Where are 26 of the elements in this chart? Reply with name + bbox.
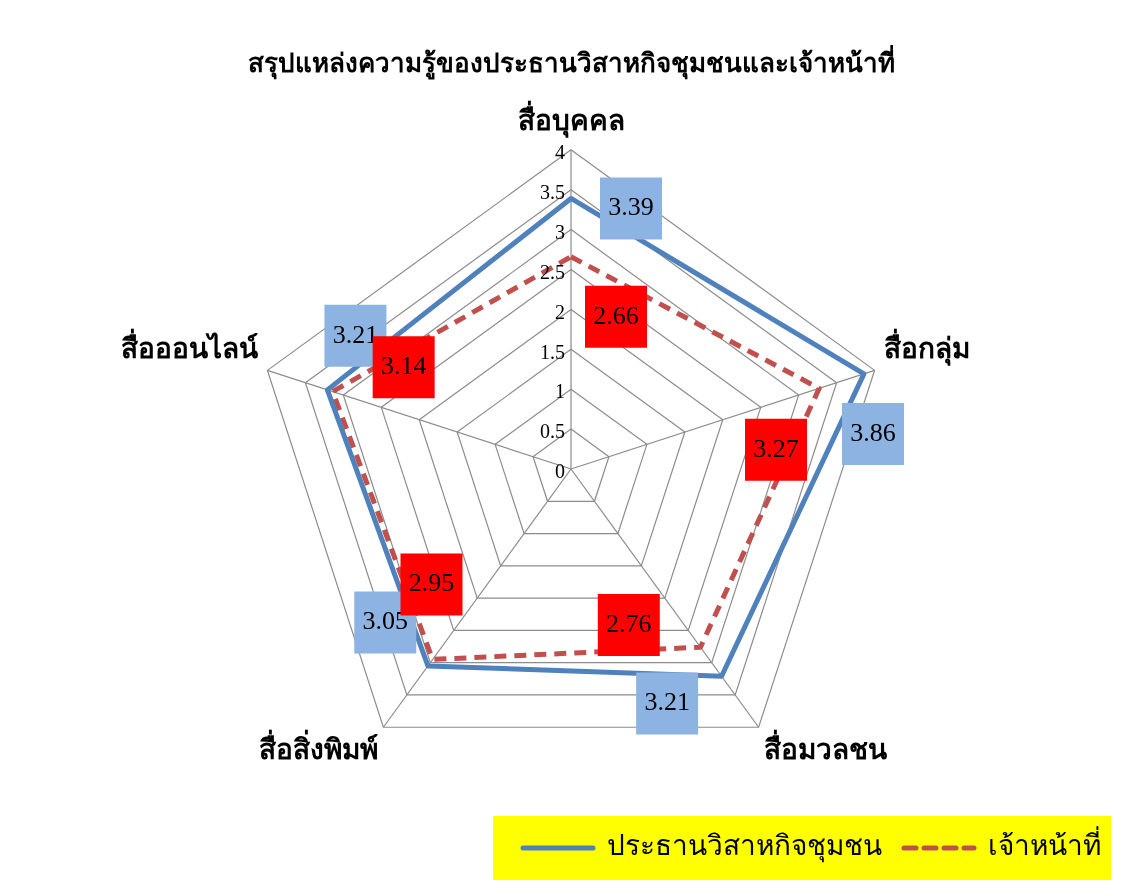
spoke-label: สื่อกลุ่ม	[884, 327, 971, 366]
y-tick-label: 2.5	[540, 260, 565, 283]
spoke-label: สื่อออนไลน์	[120, 327, 258, 364]
legend-label: เจ้าหน้าที่	[988, 826, 1101, 862]
y-tick-label: 3.5	[540, 180, 565, 203]
data-label: 3.86	[850, 417, 896, 447]
data-label: 3.14	[380, 351, 427, 381]
data-label: 3.39	[608, 192, 654, 222]
y-tick-label: 2	[555, 300, 565, 323]
data-label: 3.21	[332, 319, 379, 349]
y-tick-label: 4	[555, 141, 565, 164]
y-tick-label: 3	[555, 220, 565, 243]
spoke-label: สื่อบุคคล	[517, 100, 625, 139]
data-label: 2.66	[593, 300, 639, 330]
y-tick-label: 0.5	[540, 420, 565, 443]
spoke-label: สื่อมวลชน	[764, 729, 888, 766]
y-tick-label: 0	[555, 460, 565, 483]
spoke-label: สื่อสิ่งพิมพ์	[258, 729, 378, 766]
data-label: 3.21	[644, 687, 690, 717]
data-label: 2.95	[408, 568, 455, 598]
legend-label: ประธานวิสาหกิจชุมชน	[607, 830, 882, 864]
data-label: 3.27	[753, 433, 799, 463]
y-tick-label: 1	[555, 380, 565, 403]
data-label: 2.76	[606, 608, 652, 638]
y-tick-label: 1.5	[540, 340, 565, 363]
chart-title: สรุปแหล่งความรู้ของประธานวิสาหกิจชุมชนและเจ้าหน้าที่	[248, 44, 895, 81]
